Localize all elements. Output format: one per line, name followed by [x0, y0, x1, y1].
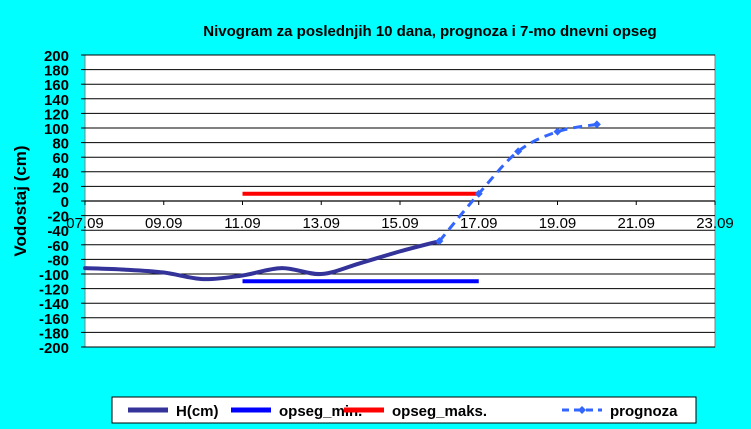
prognoza-point — [474, 189, 483, 198]
y-tick-label: 140 — [44, 92, 69, 109]
legend-item-h-cm: H(cm) — [128, 403, 219, 420]
y-tick-label: 120 — [44, 106, 69, 123]
y-axis-ticks: 200180160140120100806040200-20-40-60-80-… — [39, 48, 85, 357]
prognoza-point — [553, 127, 562, 136]
legend-label: opseg_min. — [279, 403, 362, 420]
series-layer — [83, 120, 601, 284]
legend-item-prognoza: prognoza — [562, 403, 678, 420]
y-tick-label: -80 — [47, 252, 69, 269]
y-tick-label: -140 — [39, 296, 69, 313]
x-tick-label: 11.09 — [224, 215, 260, 232]
y-tick-label: 0 — [61, 194, 69, 211]
y-tick-label: -160 — [39, 311, 69, 328]
x-axis-ticks: 07.09 09.09 11.09 13.09 15.09 17.09 19.09 21.09… — [66, 200, 734, 232]
prognoza-point — [514, 147, 523, 156]
y-axis-label: Vodostaj (cm) — [11, 145, 30, 256]
y-tick-label: 160 — [44, 77, 69, 94]
y-tick-label: 20 — [52, 179, 69, 196]
x-tick-label: 21.09 — [617, 215, 655, 232]
y-tick-label: -40 — [47, 223, 69, 240]
y-tick-label: 100 — [44, 121, 69, 138]
legend-item-opseg-min: opseg_min. — [231, 403, 362, 420]
x-tick-label: 17.09 — [460, 215, 498, 232]
x-tick-label: 23.09 — [696, 215, 734, 232]
y-tick-label: -20 — [47, 209, 69, 226]
y-tick-label: 40 — [52, 165, 69, 182]
y-tick-label: -200 — [39, 340, 69, 357]
legend-label: opseg_maks. — [392, 403, 487, 420]
x-tick-label: 13.09 — [302, 215, 340, 232]
legend-label: H(cm) — [176, 403, 219, 420]
x-tick-label: 15.09 — [381, 215, 419, 232]
y-tick-label: 80 — [52, 136, 69, 153]
y-tick-label: 180 — [44, 63, 69, 80]
x-tick-label: 09.09 — [145, 215, 183, 232]
grid-lines — [85, 54, 715, 348]
chart-title: Nivogram za poslednjih 10 dana, prognoza… — [203, 23, 656, 40]
legend-marker — [578, 406, 586, 414]
y-tick-label: -60 — [47, 238, 69, 255]
y-tick-label: 200 — [44, 48, 69, 65]
legend-label: prognoza — [610, 403, 678, 420]
y-tick-label: -100 — [39, 267, 69, 284]
x-tick-label: 19.09 — [539, 215, 577, 232]
legend-item-opseg-maks: opseg_maks. — [344, 403, 487, 420]
y-tick-label: 60 — [52, 150, 69, 167]
y-tick-label: -120 — [39, 282, 69, 299]
series-line-h-cm — [83, 239, 442, 282]
legend: H(cm) opseg_min. opseg_maks. prognoza — [128, 403, 678, 420]
x-tick-label: 07.09 — [66, 215, 104, 232]
prognoza-point — [435, 237, 444, 246]
y-tick-label: -180 — [39, 325, 69, 342]
prognoza-point — [592, 120, 601, 129]
